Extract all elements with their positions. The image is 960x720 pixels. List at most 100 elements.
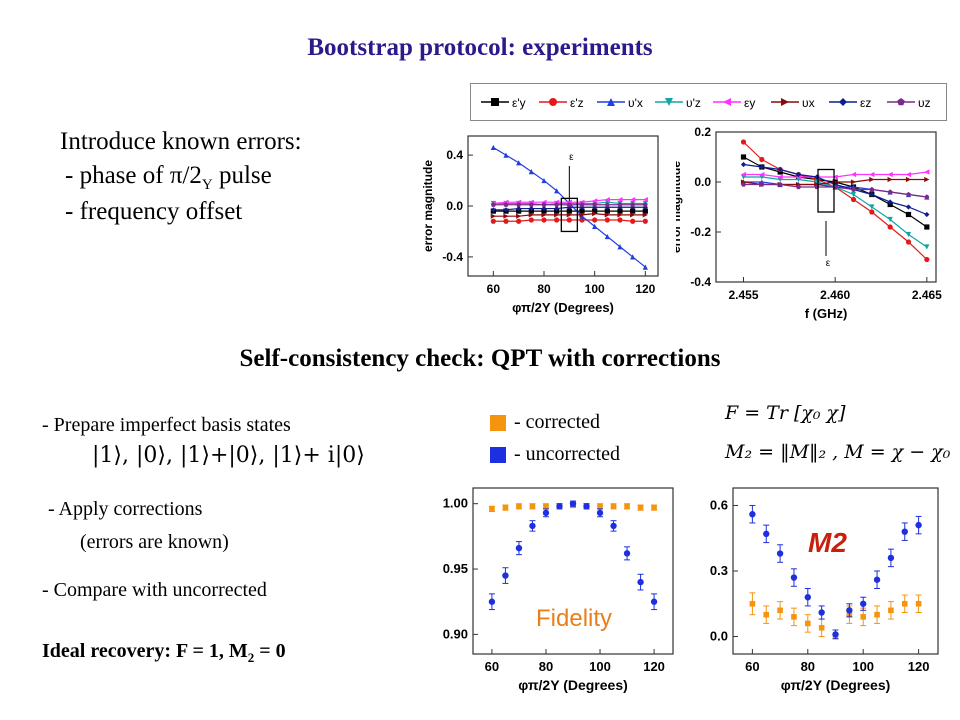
- series-point: [541, 202, 547, 207]
- plot-frame: [472, 487, 674, 655]
- series-point: [850, 179, 857, 185]
- data-point: [488, 598, 496, 605]
- data-point: [777, 607, 783, 614]
- y-tick-label: -0.2: [690, 225, 711, 239]
- series-point: [579, 202, 585, 207]
- y-axis-label: error magnitude: [421, 160, 435, 252]
- series-point: [630, 208, 636, 214]
- series-point: [592, 202, 598, 207]
- step-compare: - Compare with uncorrected: [42, 579, 267, 601]
- corrected-key-label: - corrected: [514, 411, 601, 433]
- series-point: [554, 188, 560, 194]
- data-point: [791, 614, 797, 620]
- series-point: [528, 217, 534, 223]
- data-point: [637, 578, 644, 586]
- y-tick-label: -0.4: [442, 250, 463, 264]
- series-point: [905, 231, 912, 238]
- plot-frame: [715, 131, 937, 283]
- series-point: [528, 202, 534, 207]
- x-tick-label: 80: [539, 659, 553, 674]
- series-point: [503, 152, 509, 158]
- data-point: [901, 528, 908, 535]
- series-point: [503, 218, 509, 224]
- data-point: [516, 503, 522, 510]
- y-tick-label: 0.95: [443, 561, 468, 576]
- phase-error-chart: 60 80 100 120 -0.4 0.0 0.4 φπ/2Y (Degrees) error…: [421, 135, 659, 315]
- series-point: [869, 171, 875, 178]
- series-point: [566, 202, 572, 207]
- legend-marker: [723, 98, 731, 106]
- basis-kets: |1⟩, |0⟩, |1⟩+|0⟩, |1⟩+ i|0⟩: [92, 443, 365, 468]
- data-point: [610, 522, 617, 530]
- series-point: [924, 176, 930, 183]
- data-point: [873, 576, 881, 583]
- series-point: [869, 204, 875, 210]
- data-point: [624, 503, 630, 510]
- data-point: [596, 509, 604, 517]
- highlight-box: [817, 168, 835, 213]
- legend-marker: [897, 98, 905, 106]
- data-point: [583, 503, 590, 510]
- x-tick-label: 2.460: [820, 288, 850, 302]
- data-point: [610, 503, 617, 510]
- series-point: [905, 204, 912, 210]
- y-tick-label: 0.6: [710, 497, 728, 512]
- fidelity-annotation: Fidelity: [536, 605, 612, 632]
- series-point: [759, 181, 765, 187]
- series-point: [642, 202, 648, 207]
- legend-marker: [607, 98, 615, 106]
- series-point: [924, 169, 930, 175]
- data-point: [860, 614, 867, 620]
- data-point: [651, 504, 657, 511]
- series-point: [887, 171, 893, 178]
- y-tick-label: 1.00: [443, 496, 468, 511]
- y-tick-label: 0.90: [443, 626, 468, 641]
- data-point: [515, 544, 523, 552]
- series-point: [777, 181, 783, 187]
- series-point: [924, 224, 930, 230]
- series-point: [604, 233, 610, 240]
- series-point: [503, 202, 509, 207]
- data-point: [489, 506, 495, 512]
- series-point: [740, 154, 747, 160]
- series-point: [541, 217, 547, 223]
- series-point: [795, 171, 802, 178]
- data-point: [637, 504, 644, 511]
- series-point: [924, 256, 930, 263]
- ideal-recovery-sub: 2: [247, 650, 255, 665]
- series-point: [490, 144, 496, 151]
- y-axis-label: error magnitude: [676, 161, 683, 253]
- series-point: [759, 156, 765, 163]
- intro-item-phase-tail: pulse: [212, 162, 272, 189]
- series-point: [617, 197, 623, 203]
- x-tick-label: 100: [585, 282, 605, 296]
- series-point: [905, 211, 912, 218]
- series-point: [617, 212, 623, 218]
- data-point: [874, 611, 880, 618]
- data-point: [776, 550, 784, 557]
- m2-annotation: M2: [808, 527, 847, 558]
- x-axis-label: φπ/2Y (Degrees): [781, 677, 891, 693]
- series-point: [592, 208, 598, 214]
- y-tick-label: -0.4: [690, 275, 711, 289]
- data-point: [543, 503, 549, 510]
- frequency-error-chart: 2.455 2.460 2.465 -0.4 -0.2 0.0 0.2 f (GHz) erro…: [676, 126, 942, 321]
- series-point: [887, 189, 893, 195]
- x-axis-label: φπ/2Y (Degrees): [512, 300, 614, 315]
- series-point: [850, 171, 857, 178]
- x-tick-label: 80: [537, 282, 551, 296]
- series-point: [869, 186, 875, 192]
- series-point: [887, 216, 893, 223]
- legend-label: εy: [744, 96, 755, 110]
- series-point: [905, 176, 912, 183]
- x-tick-label: 60: [745, 659, 759, 674]
- legend-marker: [491, 98, 499, 106]
- series-line: [743, 141, 928, 260]
- data-point: [790, 574, 798, 581]
- data-point: [763, 530, 770, 538]
- data-point: [887, 554, 895, 562]
- series-point: [832, 174, 838, 180]
- series-point: [617, 202, 623, 207]
- series-point: [642, 218, 648, 224]
- series-point: [642, 208, 648, 214]
